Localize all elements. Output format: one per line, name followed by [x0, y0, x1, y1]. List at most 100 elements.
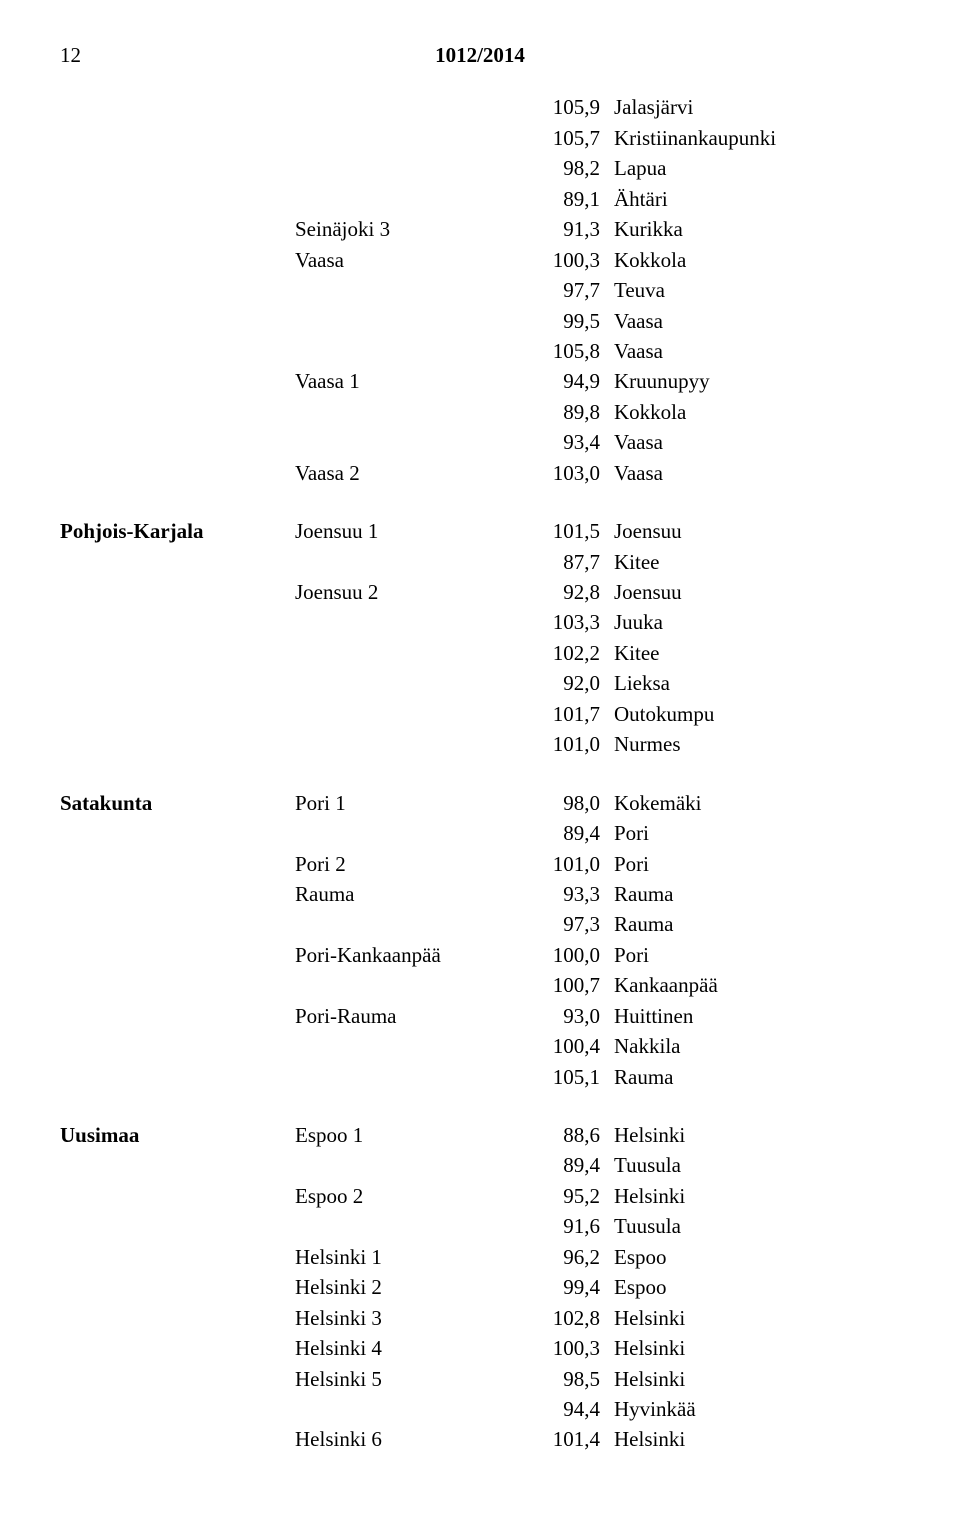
table-row: 91,6Tuusula [60, 1211, 900, 1241]
value-cell: 89,4 [510, 818, 614, 848]
value-cell: 89,8 [510, 397, 614, 427]
table-row: 101,0Nurmes [60, 729, 900, 759]
region-cell [60, 427, 295, 457]
value-cell: 93,3 [510, 879, 614, 909]
area-cell: Pori 1 [295, 788, 510, 818]
region-cell [60, 879, 295, 909]
area-cell: Pori-Rauma [295, 1001, 510, 1031]
table-row: 100,7Kankaanpää [60, 970, 900, 1000]
region-cell [60, 1394, 295, 1424]
section-gap [60, 488, 900, 516]
region-cell [60, 1001, 295, 1031]
value-cell: 88,6 [510, 1120, 614, 1150]
table-row: Helsinki 196,2Espoo [60, 1242, 900, 1272]
region-cell [60, 1031, 295, 1061]
region-cell [60, 336, 295, 366]
area-cell [295, 397, 510, 427]
area-cell [295, 607, 510, 637]
table-row: 93,4Vaasa [60, 427, 900, 457]
table-row: Helsinki 3102,8Helsinki [60, 1303, 900, 1333]
table-row: 102,2Kitee [60, 638, 900, 668]
location-cell: Kokkola [614, 245, 900, 275]
location-cell: Teuva [614, 275, 900, 305]
location-cell: Helsinki [614, 1120, 900, 1150]
area-cell [295, 970, 510, 1000]
region-cell [60, 184, 295, 214]
area-cell [295, 275, 510, 305]
region-cell [60, 123, 295, 153]
region-cell [60, 1062, 295, 1092]
area-cell: Helsinki 2 [295, 1272, 510, 1302]
location-cell: Joensuu [614, 516, 900, 546]
table-row: Pohjois-KarjalaJoensuu 1101,5Joensuu [60, 516, 900, 546]
location-cell: Vaasa [614, 336, 900, 366]
region-cell [60, 818, 295, 848]
area-cell [295, 1031, 510, 1061]
value-cell: 101,0 [510, 729, 614, 759]
location-cell: Kankaanpää [614, 970, 900, 1000]
value-cell: 101,0 [510, 849, 614, 879]
document-id: 1012/2014 [60, 40, 900, 70]
region-cell [60, 577, 295, 607]
location-cell: Helsinki [614, 1333, 900, 1363]
region-cell [60, 607, 295, 637]
location-cell: Juuka [614, 607, 900, 637]
location-cell: Helsinki [614, 1303, 900, 1333]
location-cell: Hyvinkää [614, 1394, 900, 1424]
table-row: 94,4Hyvinkää [60, 1394, 900, 1424]
table-row: 105,1Rauma [60, 1062, 900, 1092]
value-cell: 99,4 [510, 1272, 614, 1302]
value-cell: 89,1 [510, 184, 614, 214]
value-cell: 93,4 [510, 427, 614, 457]
table-row: 92,0Lieksa [60, 668, 900, 698]
section-gap [60, 1092, 900, 1120]
value-cell: 94,9 [510, 366, 614, 396]
region-cell: Pohjois-Karjala [60, 516, 295, 546]
value-cell: 98,2 [510, 153, 614, 183]
area-cell: Helsinki 5 [295, 1364, 510, 1394]
area-cell [295, 729, 510, 759]
area-cell [295, 336, 510, 366]
value-cell: 102,8 [510, 1303, 614, 1333]
region-cell [60, 1242, 295, 1272]
table-row: Joensuu 292,8Joensuu [60, 577, 900, 607]
value-cell: 105,8 [510, 336, 614, 366]
location-cell: Kruunupyy [614, 366, 900, 396]
value-cell: 105,7 [510, 123, 614, 153]
table-row: 89,1Ähtäri [60, 184, 900, 214]
region-cell [60, 275, 295, 305]
location-cell: Pori [614, 849, 900, 879]
area-cell [295, 1062, 510, 1092]
area-cell: Pori-Kankaanpää [295, 940, 510, 970]
table-row: 87,7Kitee [60, 547, 900, 577]
value-cell: 94,4 [510, 1394, 614, 1424]
location-cell: Kristiinankaupunki [614, 123, 900, 153]
area-cell [295, 699, 510, 729]
region-cell [60, 1303, 295, 1333]
area-cell [295, 668, 510, 698]
region-cell [60, 153, 295, 183]
table-row: Pori-Kankaanpää100,0Pori [60, 940, 900, 970]
area-cell: Seinäjoki 3 [295, 214, 510, 244]
area-cell: Joensuu 2 [295, 577, 510, 607]
table-row: Seinäjoki 391,3Kurikka [60, 214, 900, 244]
value-cell: 97,7 [510, 275, 614, 305]
area-cell: Helsinki 3 [295, 1303, 510, 1333]
value-cell: 101,5 [510, 516, 614, 546]
region-cell [60, 1424, 295, 1454]
area-cell: Vaasa [295, 245, 510, 275]
area-cell [295, 92, 510, 122]
table-row: 97,7Teuva [60, 275, 900, 305]
region-cell: Uusimaa [60, 1120, 295, 1150]
value-cell: 100,3 [510, 1333, 614, 1363]
area-cell [295, 184, 510, 214]
location-cell: Nakkila [614, 1031, 900, 1061]
value-cell: 97,3 [510, 909, 614, 939]
area-cell: Helsinki 4 [295, 1333, 510, 1363]
value-cell: 102,2 [510, 638, 614, 668]
table-row: 89,4Tuusula [60, 1150, 900, 1180]
value-cell: 103,0 [510, 458, 614, 488]
value-cell: 105,9 [510, 92, 614, 122]
region-cell [60, 306, 295, 336]
location-cell: Espoo [614, 1242, 900, 1272]
